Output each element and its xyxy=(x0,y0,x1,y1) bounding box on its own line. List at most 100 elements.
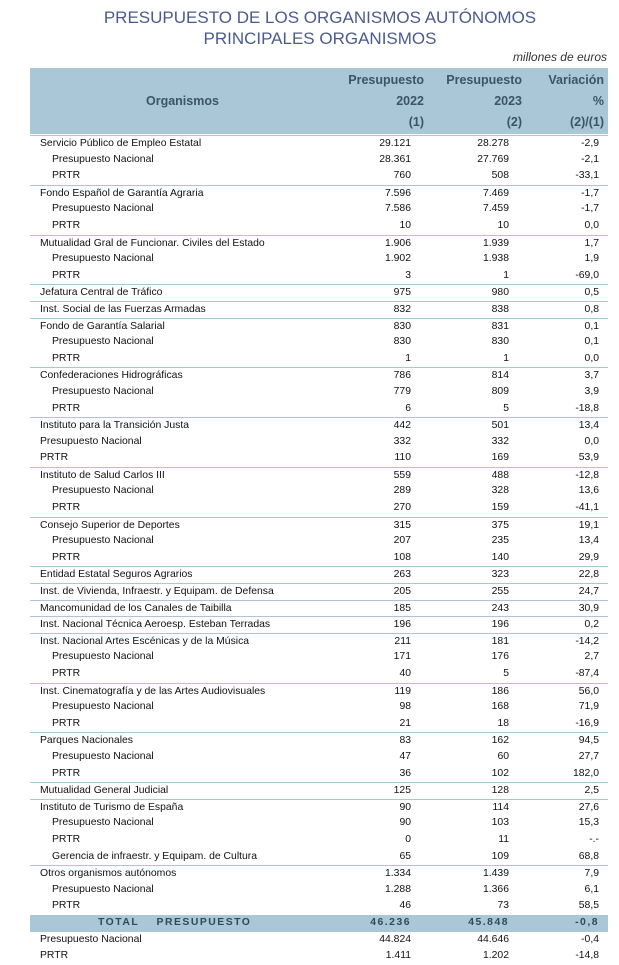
cell-value: 975 xyxy=(393,287,411,299)
column-header: (2) xyxy=(506,115,522,129)
cell-value: 2,5 xyxy=(584,785,599,797)
cell-label: Mutualidad Gral de Funcionar. Civiles de… xyxy=(40,237,265,249)
cell-value: 29.121 xyxy=(379,138,411,149)
cell-value: -18,8 xyxy=(575,402,599,414)
table-row: Inst. Nacional Artes Escénicas y de la M… xyxy=(30,632,608,650)
cell-value: 60 xyxy=(497,750,509,762)
cell-value: 442 xyxy=(393,420,411,432)
table-row: Presupuesto Nacional 830 830 0,1 xyxy=(30,334,608,351)
cell-label: PRTR xyxy=(52,352,81,364)
table-row: Presupuesto Nacional 1.902 1.938 1,9 xyxy=(30,251,608,268)
table-header: Organismos Presupuesto 2022 (1) Presupuesto 2… xyxy=(30,68,608,134)
cell-label: Jefatura Central de Tráfico xyxy=(40,287,163,299)
cell-value: 1.411 xyxy=(385,950,411,962)
cell-value: 73 xyxy=(497,900,509,912)
table-row: PRTR 10 10 0,0 xyxy=(30,218,608,235)
cell-value: 40 xyxy=(399,668,411,679)
cell-value: 6,1 xyxy=(584,883,599,895)
cell-label: PRTR xyxy=(52,767,81,779)
cell-value: 18 xyxy=(497,717,509,729)
cell-value: 22,8 xyxy=(578,569,599,581)
cell-value: 1 xyxy=(503,352,509,364)
cell-value: 110 xyxy=(394,452,411,464)
cell-value: 1.334 xyxy=(384,868,411,880)
cell-value: 114 xyxy=(492,801,509,813)
table-row: Inst. Nacional Técnica Aeroesp. Esteban … xyxy=(30,616,608,633)
table-row: Consejo Superior de Deportes 315 375 19,1 xyxy=(30,516,608,534)
cell-value: -69,0 xyxy=(575,269,599,281)
table-row: Inst. Social de las Fuerzas Armadas 832 83… xyxy=(30,300,608,318)
cell-value: 559 xyxy=(393,469,411,481)
cell-value: 109 xyxy=(491,850,509,862)
table-row: Presupuesto Nacional 1.288 1.366 6,1 xyxy=(30,882,608,899)
cell-value: 760 xyxy=(393,170,411,182)
table-row: PRTR 6 5 -18,8 xyxy=(30,401,608,418)
cell-label: Instituto de Salud Carlos III xyxy=(40,469,165,481)
cell-value: 1.938 xyxy=(482,253,509,265)
cell-value: 1.902 xyxy=(384,253,411,265)
cell-label: Presupuesto Nacional xyxy=(52,253,154,265)
cell-label: PRTR xyxy=(52,900,81,912)
cell-label: PRTR xyxy=(52,833,81,845)
cell-value: 786 xyxy=(393,370,411,382)
cell-value: 13,4 xyxy=(578,420,599,432)
cell-value: 1,7 xyxy=(584,237,599,249)
cell-value: 168 xyxy=(491,701,509,713)
cell-label: Mancomunidad de los Canales de Taibilla xyxy=(40,602,232,614)
table-row: Parques Nacionales 83 162 94,5 xyxy=(30,732,608,749)
cell-value: 196 xyxy=(491,619,509,631)
cell-value: 45.848 xyxy=(468,916,509,928)
cell-label: Presupuesto Nacional xyxy=(52,535,154,547)
table-body: Servicio Público de Empleo Estatal 29.121… xyxy=(30,135,608,965)
table-row: Fondo Español de Garantía Agraria 7.596 7.… xyxy=(30,184,608,202)
cell-label: Confederaciones Hidrográficas xyxy=(40,370,183,382)
cell-value: 44.646 xyxy=(477,933,509,945)
table-row: PRTR 36 102 182,0 xyxy=(30,766,608,783)
cell-value: 3,9 xyxy=(584,385,599,397)
cell-value: 270 xyxy=(393,502,411,514)
table-row: Presupuesto Nacional 207 235 13,4 xyxy=(30,533,608,550)
cell-value: 171 xyxy=(393,651,411,663)
cell-value: 162 xyxy=(491,735,509,747)
cell-value: -33,1 xyxy=(575,170,599,182)
cell-value: 2,7 xyxy=(584,651,599,663)
cell-value: 0,1 xyxy=(584,336,599,348)
cell-label: Presupuesto Nacional xyxy=(52,701,154,713)
cell-value: 181 xyxy=(491,635,509,647)
cell-value: 7.459 xyxy=(482,203,509,215)
table-row: TOTAL PRESUPUESTO 46.236 45.848 -0,8 xyxy=(30,914,608,932)
table-row: PRTR 110 169 53,9 xyxy=(30,450,608,467)
cell-value: 56,0 xyxy=(578,685,599,697)
cell-label: PRTR xyxy=(52,402,81,414)
cell-value: 0,0 xyxy=(584,352,599,364)
cell-value: 182,0 xyxy=(572,767,599,779)
cell-value: 27,7 xyxy=(578,750,599,762)
cell-value: 1,9 xyxy=(584,253,599,265)
cell-value: 47 xyxy=(399,750,411,762)
cell-value: 83 xyxy=(399,735,411,747)
cell-value: 44.824 xyxy=(379,933,411,945)
cell-value: 207 xyxy=(393,535,411,547)
table-row: Presupuesto Nacional 47 60 27,7 xyxy=(30,749,608,766)
cell-value: 1.366 xyxy=(482,883,509,895)
cell-value: 501 xyxy=(491,420,509,432)
cell-value: 315 xyxy=(393,519,411,531)
cell-value: 13,6 xyxy=(578,485,599,497)
title: PRINCIPALES ORGANISMOS xyxy=(203,29,437,48)
cell-value: 10 xyxy=(399,219,411,231)
cell-label: Inst. Cinematografía y de las Artes Audi… xyxy=(40,685,266,697)
cell-value: 832 xyxy=(393,303,411,315)
column-header: Variación xyxy=(548,73,604,87)
cell-value: 119 xyxy=(394,685,411,697)
cell-label: PRTR xyxy=(52,170,81,182)
cell-value: 27,6 xyxy=(578,801,599,813)
cell-value: 0,5 xyxy=(584,287,599,299)
cell-value: 27.769 xyxy=(477,153,509,165)
cell-value: 7.469 xyxy=(482,187,509,199)
table-row: Otros organismos autónomos 1.334 1.439 7,9 xyxy=(30,865,608,882)
column-header: 2022 xyxy=(396,94,424,108)
table-row: Presupuesto Nacional 171 176 2,7 xyxy=(30,649,608,666)
cell-value: 0,1 xyxy=(584,320,599,332)
table-row: Presupuesto Nacional 98 168 71,9 xyxy=(30,699,608,716)
table-row: PRTR 46 73 58,5 xyxy=(30,898,608,915)
